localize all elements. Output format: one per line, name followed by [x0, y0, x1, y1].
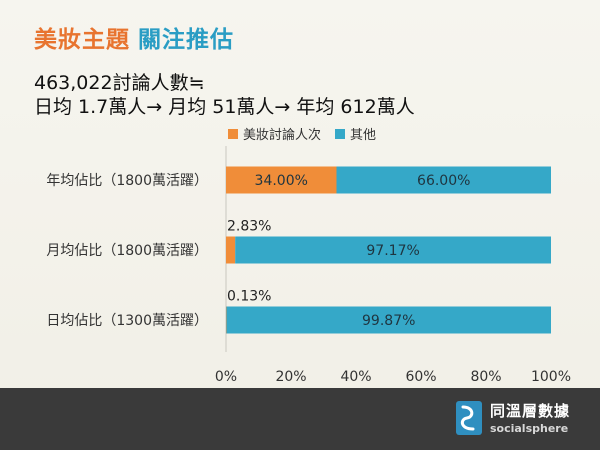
socialsphere-logo-icon: [455, 400, 482, 435]
data-label: 2.83%: [227, 219, 271, 235]
data-label: 0.13%: [227, 289, 271, 305]
x-tick-label: 20%: [275, 369, 306, 385]
bar-segment: [226, 236, 236, 264]
legend-swatch-2: [335, 129, 345, 139]
bar-segment: [235, 236, 551, 264]
data-label: 99.87%: [362, 313, 415, 329]
x-tick-label: 80%: [470, 369, 501, 385]
data-label: 66.00%: [417, 173, 470, 189]
stat-line-2: 日均 1.7萬人→ 月均 51萬人→ 年均 612萬人: [34, 96, 415, 118]
category-label: 年均佔比（1800萬活躍）: [46, 173, 208, 189]
page-title: 美妝主題 關注推估: [34, 20, 234, 54]
title-main: 關注推估: [138, 27, 234, 53]
title-highlight: 美妝主題: [34, 27, 130, 53]
data-label: 97.17%: [366, 243, 419, 259]
bar-segment: [226, 166, 337, 194]
x-tick-label: 100%: [531, 369, 571, 385]
brand-logo: 同溫層數據 socialsphere: [455, 400, 570, 435]
brand-name-cn: 同溫層數據: [489, 402, 570, 420]
x-tick-label: 60%: [405, 369, 436, 385]
data-label: 34.00%: [255, 173, 308, 189]
stat-line-1: 463,022討論人數≒: [34, 72, 205, 94]
footer-bar: 同溫層數據 socialsphere: [0, 388, 600, 450]
x-tick-label: 0%: [215, 369, 237, 385]
x-tick-label: 40%: [340, 369, 371, 385]
bar-segment: [226, 306, 552, 334]
bar-segment: [336, 166, 551, 194]
category-label: 日均佔比（1300萬活躍）: [46, 313, 208, 329]
brand-name-en: socialsphere: [489, 422, 569, 435]
legend-label-1: 美妝討論人次: [243, 127, 321, 143]
legend-swatch-1: [228, 129, 238, 139]
category-label: 月均佔比（1800萬活躍）: [46, 243, 208, 259]
legend-label-2: 其他: [350, 128, 376, 143]
